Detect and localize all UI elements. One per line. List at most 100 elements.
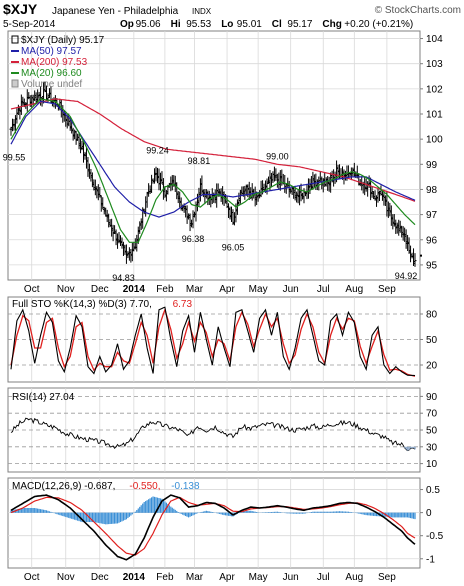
price-legend-entry: MA(200) 97.53 xyxy=(21,57,88,68)
macd-hist-bar xyxy=(349,511,351,513)
macd-hist-bar xyxy=(300,512,302,514)
macd-hist-bar xyxy=(66,512,68,518)
stochastic-d-line xyxy=(10,307,416,377)
macd-hist-bar xyxy=(124,512,126,520)
macd-hist-bar xyxy=(217,512,219,514)
macd-hist-bar xyxy=(189,512,191,517)
quote-item-cl: Cl 95.17 xyxy=(272,19,313,30)
macd-xtick-label: 2014 xyxy=(123,572,146,583)
ma20-line xyxy=(10,98,416,243)
quote-date: 5-Sep-2014 xyxy=(3,19,56,30)
price-xtick-label: Jul xyxy=(317,284,330,295)
macd-hist-bar xyxy=(199,512,202,513)
macd-hist-bar xyxy=(93,512,95,523)
macd-hist-bar xyxy=(65,512,67,517)
macd-hist-bar xyxy=(173,508,175,513)
price-annotation: 99.55 xyxy=(3,152,26,162)
macd-hist-bar xyxy=(370,512,372,516)
macd-hist-bar xyxy=(97,512,99,523)
macd-xtick-label: Jul xyxy=(317,572,330,583)
macd-hist-bar xyxy=(112,512,114,524)
macd-hist-bar xyxy=(256,512,258,513)
rsi-ytick-label: 50 xyxy=(426,426,438,437)
macd-hist-bar xyxy=(272,511,274,513)
quote-label: Hi xyxy=(171,19,181,30)
quote-item-hi: Hi 95.53 xyxy=(171,19,212,30)
stochastic-ytick-label: 20 xyxy=(426,361,438,372)
quote-row: Op 95.06 Hi 95.53 Lo 95.01 Cl 95.17 Chg +0.20 (+0… xyxy=(120,19,413,30)
macd-hist-bar xyxy=(119,512,122,523)
rsi-panel: 10 30 50 70 90 RSI(14) 27.04 xyxy=(7,387,438,473)
price-panel: 95 96 97 98 99 100 101 102 103 104 $XJY (Daily) 95… xyxy=(3,30,443,295)
macd-hist-bar xyxy=(45,510,48,513)
price-bar xyxy=(98,186,102,198)
macd-hist-bar xyxy=(122,512,125,521)
quote-item-lo: Lo 95.01 xyxy=(221,19,262,30)
macd-hist-bar xyxy=(325,511,327,513)
macd-hist-bar xyxy=(190,512,193,517)
macd-xtick-label: Dec xyxy=(91,572,109,583)
macd-hist-bar xyxy=(63,512,65,517)
macd-hist-bar xyxy=(207,511,209,513)
macd-hist-bar xyxy=(227,512,230,516)
macd-hist-bar xyxy=(50,511,52,513)
price-annotation: 96.05 xyxy=(222,243,245,253)
macd-hist-bar xyxy=(273,511,276,513)
macd-ytick-label: 0.5 xyxy=(426,485,440,496)
macd-hist-bar xyxy=(22,508,24,513)
macd-hist-bar xyxy=(402,512,404,518)
macd-hist-bar xyxy=(174,509,176,513)
macd-hist-bar xyxy=(364,512,366,515)
macd-hist-bar xyxy=(87,512,89,523)
macd-hist-bar xyxy=(42,509,45,513)
macd-hist-bar xyxy=(182,512,184,515)
macd-hist-bar xyxy=(10,510,12,513)
macd-hist-bar xyxy=(389,512,391,518)
macd-hist-bar xyxy=(247,510,249,513)
stochastic-ytick-label: 80 xyxy=(426,310,438,321)
macd-hist-bar xyxy=(17,508,19,513)
macd-hist-bar xyxy=(387,512,389,517)
macd-hist-bar xyxy=(341,511,344,513)
macd-hist-bar xyxy=(346,511,348,513)
macd-hist-bar xyxy=(192,512,194,516)
macd-hist-bar xyxy=(185,512,187,517)
macd-hist-bar xyxy=(383,512,385,517)
macd-hist-bar xyxy=(26,508,28,513)
macd-hist-bar xyxy=(81,512,83,523)
macd-xtick-label: Aug xyxy=(345,572,363,583)
chart-name: Japanese Yen - Philadelphia xyxy=(52,6,179,17)
macd-hist-bar xyxy=(162,500,165,513)
macd-xtick-label: Jun xyxy=(283,572,299,583)
price-xtick-label: Dec xyxy=(91,284,109,295)
macd-hist-bar xyxy=(316,511,318,513)
stochastic-legend-entry: 6.73 xyxy=(173,299,193,310)
macd-hist-bar xyxy=(254,511,256,513)
macd-hist-bar xyxy=(330,511,332,513)
macd-hist-bar xyxy=(374,512,376,517)
macd-xtick-label: Apr xyxy=(219,572,235,583)
macd-hist-bar xyxy=(195,512,197,514)
macd-hist-bar xyxy=(393,512,395,518)
macd-hist-bar xyxy=(171,507,173,513)
macd-hist-bar xyxy=(275,511,277,513)
macd-hist-bar xyxy=(91,512,93,523)
price-ytick-label: 99 xyxy=(426,160,438,171)
chart-exchange: INDX xyxy=(192,7,212,16)
macd-hist-bar xyxy=(356,512,358,514)
price-legend-entry: Volume undef xyxy=(21,79,82,90)
macd-hist-bar xyxy=(75,512,77,521)
price-annotation: 98.81 xyxy=(188,156,211,166)
macd-hist-bar xyxy=(140,505,142,513)
macd-hist-bar xyxy=(245,511,247,513)
macd-hist-bar xyxy=(102,512,104,524)
macd-hist-bar xyxy=(224,512,227,516)
macd-hist-bar xyxy=(145,501,147,513)
macd-hist-bar xyxy=(161,498,163,513)
price-xtick-label: May xyxy=(249,284,268,295)
macd-hist-bar xyxy=(71,512,73,519)
macd-hist-bar xyxy=(392,512,394,518)
price-legend-entry: $XJY (Daily) 95.17 xyxy=(21,35,105,46)
